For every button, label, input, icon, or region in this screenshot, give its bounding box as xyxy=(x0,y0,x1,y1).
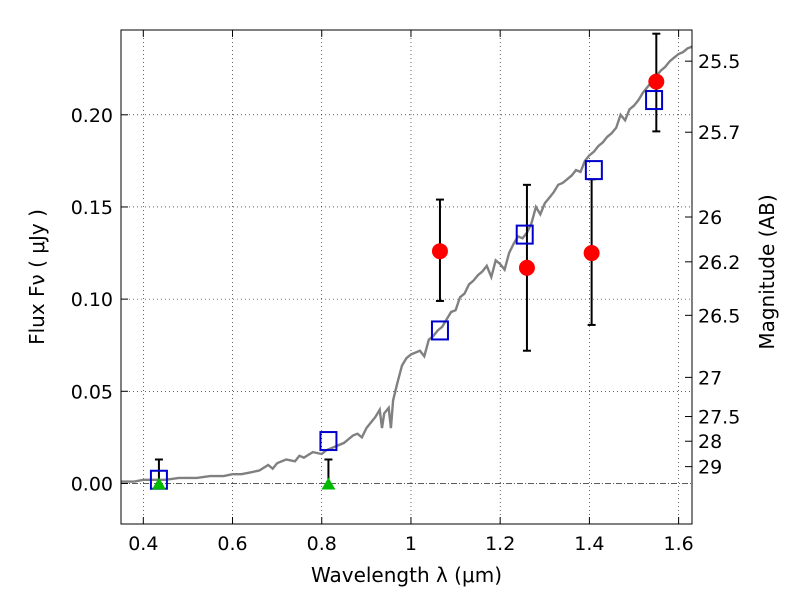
axis-ticks xyxy=(121,30,692,524)
y-axis-label: Flux Fν ( μJy ) xyxy=(25,209,49,345)
plot-area xyxy=(121,45,693,483)
upper-limit-triangle xyxy=(151,477,166,490)
y-tick-label: 0.05 xyxy=(71,381,113,403)
right-tick-label: 26 xyxy=(698,207,722,229)
x-axis-label: Wavelength λ (μm) xyxy=(311,563,502,587)
y-tick-labels: 0.00 0.05 0.10 0.15 0.20 xyxy=(71,105,113,496)
right-tick-label: 25.7 xyxy=(698,122,740,144)
right-tick-label: 28 xyxy=(698,431,722,453)
right-tick-label: 29 xyxy=(698,457,722,479)
flux-point xyxy=(583,245,600,262)
right-tick-label: 26.5 xyxy=(698,305,740,327)
model-square xyxy=(515,224,534,245)
y-tick-label: 0.15 xyxy=(71,197,113,219)
y-tick-label: 0.10 xyxy=(71,289,113,311)
upper-limit-markers xyxy=(151,477,336,490)
x-tick-labels: 0.4 0.6 0.8 1 1.2 1.4 1.6 xyxy=(128,533,694,555)
grid-lines xyxy=(121,30,692,524)
plot-frame xyxy=(120,29,693,525)
model-photometry-squares xyxy=(149,90,664,490)
flux-point xyxy=(518,259,535,276)
y-tick-label: 0.00 xyxy=(71,473,113,495)
right-axis-label: Magnitude (AB) xyxy=(755,194,779,349)
model-spectrum-line xyxy=(121,45,693,483)
model-square xyxy=(430,320,449,341)
error-bars xyxy=(154,32,661,484)
right-tick-labels: 25.5 25.7 26 26.2 26.5 27 27.528 29 xyxy=(698,51,740,478)
x-tick-label: 1.2 xyxy=(485,533,515,555)
x-tick-label: 1.4 xyxy=(574,533,604,555)
flux-point xyxy=(431,243,448,260)
right-tick-label: 26.2 xyxy=(698,252,740,274)
model-square xyxy=(645,90,664,111)
flux-point xyxy=(648,73,665,90)
x-tick-label: 1.6 xyxy=(664,533,694,555)
x-tick-label: 0.4 xyxy=(128,533,158,555)
right-tick-label: 27.5 xyxy=(698,407,740,429)
x-tick-label: 0.6 xyxy=(217,533,247,555)
model-square xyxy=(584,160,603,181)
x-tick-label: 1 xyxy=(405,533,417,555)
upper-limit-triangle xyxy=(321,477,336,490)
x-tick-label: 0.8 xyxy=(307,533,337,555)
y-tick-label: 0.20 xyxy=(71,105,113,127)
model-square xyxy=(319,431,338,452)
right-tick-label: 27 xyxy=(698,367,722,389)
right-tick-label: 25.5 xyxy=(698,51,740,73)
observed-flux-points xyxy=(431,73,665,276)
